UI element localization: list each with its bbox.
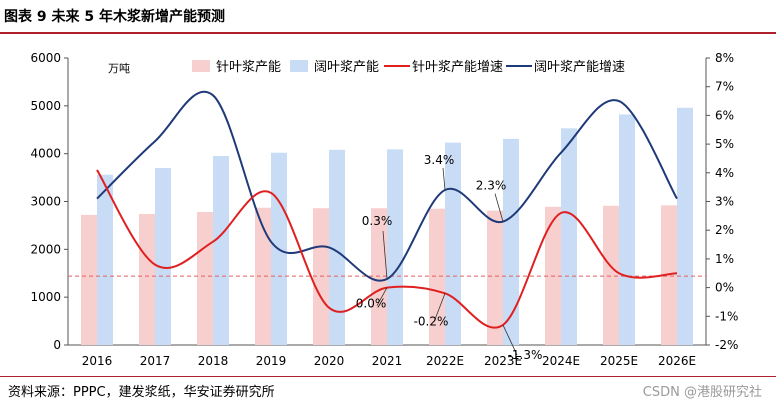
bar-softwood-capacity [255, 207, 271, 345]
right-tick-label: 4% [715, 166, 734, 180]
x-tick-label: 2025E [600, 354, 638, 368]
right-tick-label: -2% [715, 338, 738, 352]
bar-hardwood-capacity [97, 174, 113, 345]
left-tick-label: 0 [53, 338, 61, 352]
x-tick-label: 2026E [658, 354, 696, 368]
left-tick-label: 2000 [30, 242, 61, 256]
bar-hardwood-capacity [213, 156, 229, 345]
annotation-leader [442, 167, 446, 191]
annotation-leader [382, 230, 388, 280]
bar-hardwood-capacity [503, 138, 519, 345]
x-tick-label: 2022E [426, 354, 464, 368]
right-tick-label: 6% [715, 108, 734, 122]
bar-softwood-capacity [197, 212, 213, 345]
legend-label: 阔叶浆产能增速 [534, 60, 625, 75]
right-tick-label: 8% [715, 51, 734, 65]
right-tick-label: 7% [715, 80, 734, 94]
x-tick-label: 2017 [140, 354, 171, 368]
left-tick-label: 3000 [30, 195, 61, 209]
x-tick-label: 2021 [372, 354, 403, 368]
left-tick-label: 5000 [30, 99, 61, 113]
legend-swatch [290, 60, 308, 72]
left-tick-label: 1000 [30, 290, 61, 304]
right-tick-label: 0% [715, 281, 734, 295]
legend-label: 针叶浆产能增速 [412, 60, 503, 75]
x-tick-label: 2016 [82, 354, 113, 368]
annotation-label: 0.3% [362, 214, 393, 228]
annotation-label: 2.3% [476, 179, 507, 193]
x-tick-label: 2018 [198, 354, 229, 368]
x-tick-label: 2020 [314, 354, 345, 368]
x-tick-label: 2024E [542, 354, 580, 368]
right-tick-label: 1% [715, 252, 734, 266]
bar-softwood-capacity [487, 210, 503, 345]
annotation-leader [376, 287, 388, 306]
bar-softwood-capacity [603, 205, 619, 345]
line-softwood-growth [96, 169, 678, 329]
annotation-label: 0.0% [356, 297, 387, 311]
source-note: 资料来源：PPPC，建发浆纸，华安证券研究所 [8, 385, 275, 400]
bar-softwood-capacity [81, 214, 97, 345]
figure-title: 图表 9 未来 5 年木浆新增产能预测 [4, 9, 225, 25]
bar-softwood-capacity [429, 208, 445, 345]
annotation-label: -0.2% [414, 314, 449, 328]
right-tick-label: 5% [715, 137, 734, 151]
x-tick-label: 2019 [256, 354, 287, 368]
bar-hardwood-capacity [677, 107, 693, 345]
watermark: CSDN @港股研究社 [642, 385, 762, 400]
annotation-leader [502, 324, 518, 356]
annotation-leader [434, 293, 446, 320]
chart: 0 1000 2000 3000 4000 5000 6000 -2% -1% 0% 1% 2% 3% 4… [30, 51, 738, 368]
x-tick-label: 2023E [484, 354, 522, 368]
bar-softwood-capacity [139, 213, 155, 345]
right-tick-label: 3% [715, 195, 734, 209]
line-hardwood-growth [96, 90, 678, 282]
left-tick-label: 6000 [30, 51, 61, 65]
legend-label: 阔叶浆产能 [314, 60, 379, 75]
bar-hardwood-capacity [329, 149, 345, 345]
source-rule [0, 376, 776, 377]
legend-label: 针叶浆产能 [216, 60, 281, 75]
right-tick-label: -1% [715, 309, 738, 323]
annotation-label: 3.4% [424, 153, 455, 167]
unit-label: 万吨 [108, 62, 130, 75]
title-rule [0, 32, 776, 34]
bar-hardwood-capacity [619, 114, 635, 346]
bar-hardwood-capacity [561, 128, 577, 345]
annotation-label: -1.3% [508, 348, 543, 362]
bar-hardwood-capacity [155, 168, 171, 345]
annotation-leader [494, 193, 504, 222]
legend-swatch [192, 60, 210, 72]
left-tick-label: 4000 [30, 147, 61, 161]
bar-hardwood-capacity [387, 149, 403, 345]
right-tick-label: 2% [715, 223, 734, 237]
